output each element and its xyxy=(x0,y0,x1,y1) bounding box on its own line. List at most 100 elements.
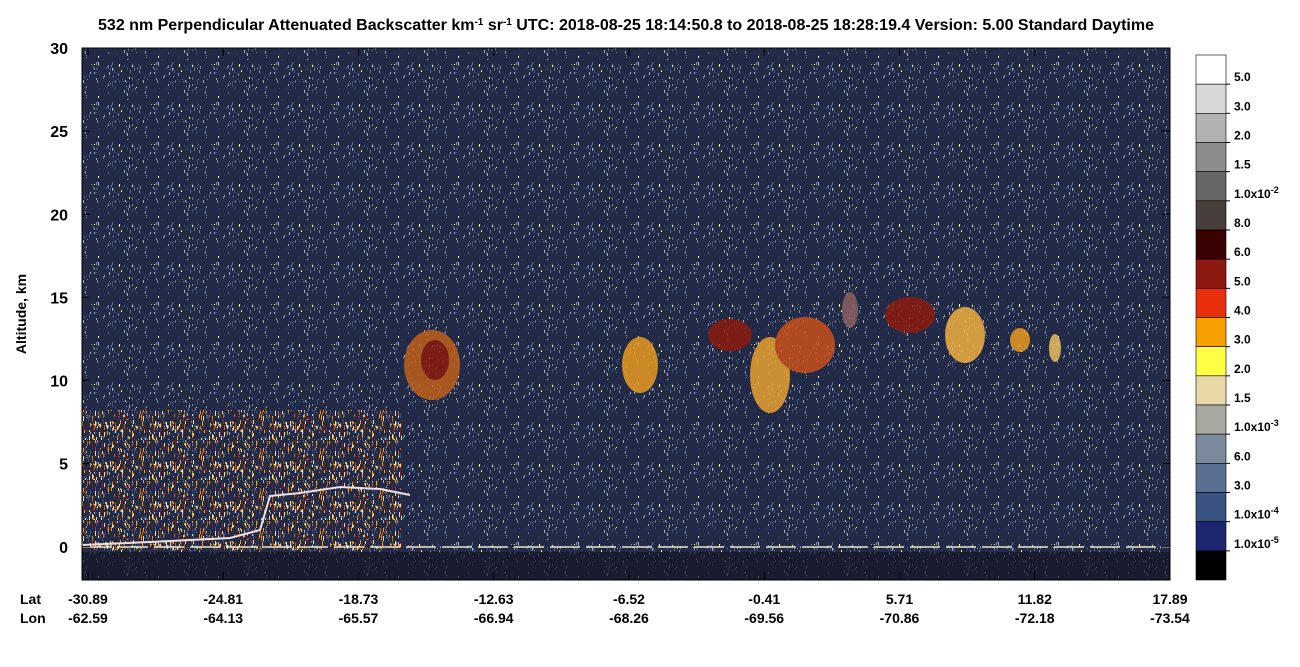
colorbar-label-text: 8.0 xyxy=(1234,216,1251,230)
colorbar: 5.03.02.01.51.0x10-28.06.05.04.03.02.01.… xyxy=(1195,54,1279,581)
x-tick-label: -69.56 xyxy=(744,610,784,626)
x-tick-label: -18.73 xyxy=(339,591,379,607)
colorbar-label-text: 1.5 xyxy=(1234,158,1251,172)
cloud xyxy=(1049,334,1061,362)
cloud xyxy=(775,317,835,373)
colorbar-swatch xyxy=(1195,346,1227,377)
x-tick-label: -65.57 xyxy=(339,610,379,626)
colorbar-label: 2.0 xyxy=(1234,129,1251,143)
x-row-name: Lon xyxy=(20,610,46,626)
y-tick-label: 15 xyxy=(50,290,68,307)
cloud xyxy=(945,307,985,363)
colorbar-label: 1.0x10-4 xyxy=(1234,506,1279,522)
colorbar-label-exponent: -2 xyxy=(1271,185,1279,195)
title-superscript: -1 xyxy=(474,17,483,28)
colorbar-label-exponent: -3 xyxy=(1271,418,1279,428)
colorbar-swatch xyxy=(1195,521,1227,552)
y-tick-label: 20 xyxy=(50,207,68,224)
subsurface xyxy=(82,552,1170,580)
x-tick-label: -70.86 xyxy=(880,610,920,626)
colorbar-swatch xyxy=(1195,83,1227,114)
colorbar-label: 2.0 xyxy=(1234,362,1251,376)
colorbar-label: 1.5 xyxy=(1234,158,1251,172)
colorbar-label: 8.0 xyxy=(1234,216,1251,230)
colorbar-label-text: 1.0x10 xyxy=(1234,508,1271,522)
colorbar-swatch xyxy=(1195,113,1227,143)
cloud-features xyxy=(404,292,1061,413)
x-tick-label: -6.52 xyxy=(613,591,645,607)
x-tick-label: -24.81 xyxy=(203,591,243,607)
colorbar-label-text: 3.0 xyxy=(1234,333,1251,347)
colorbar-label: 1.0x10-3 xyxy=(1234,418,1279,434)
colorbar-label: 6.0 xyxy=(1234,449,1251,463)
x-tick-label: -64.13 xyxy=(203,610,243,626)
y-tick-label: 0 xyxy=(59,540,68,557)
title-superscript: -1 xyxy=(503,17,512,28)
x-row-name: Lat xyxy=(20,591,41,607)
x-tick-label: 11.82 xyxy=(1018,591,1052,607)
y-tick-label: 25 xyxy=(50,124,68,141)
colorbar-label-text: 1.0x10 xyxy=(1234,187,1271,201)
colorbar-swatch xyxy=(1195,317,1227,347)
y-tick-label: 5 xyxy=(59,457,68,474)
y-axis-title: Altitude, km xyxy=(13,274,29,354)
colorbar-label: 5.0 xyxy=(1234,274,1251,288)
cloud xyxy=(708,319,752,351)
title-text: 532 nm Perpendicular Attenuated Backscat… xyxy=(98,17,474,34)
colorbar-label: 3.0 xyxy=(1234,333,1251,347)
y-tick-label: 10 xyxy=(50,374,68,391)
x-tick-label: -30.89 xyxy=(68,591,108,607)
colorbar-label-text: 2.0 xyxy=(1234,362,1251,376)
colorbar-label: 6.0 xyxy=(1234,245,1251,259)
cloud xyxy=(622,337,658,393)
colorbar-label-text: 5.0 xyxy=(1234,70,1251,84)
colorbar-label-text: 6.0 xyxy=(1234,245,1251,259)
colorbar-swatch xyxy=(1195,492,1227,522)
title-text: sr xyxy=(483,17,503,34)
x-tick-label: -72.18 xyxy=(1015,610,1055,626)
cloud xyxy=(842,292,858,328)
colorbar-label-text: 1.0x10 xyxy=(1234,537,1271,551)
x-tick-label: -0.41 xyxy=(748,591,780,607)
y-tick-label: 30 xyxy=(50,41,68,58)
colorbar-label-text: 5.0 xyxy=(1234,274,1251,288)
colorbar-swatch xyxy=(1195,433,1227,464)
colorbar-label-text: 3.0 xyxy=(1234,99,1251,113)
colorbar-swatch xyxy=(1195,258,1227,289)
colorbar-swatch xyxy=(1195,375,1227,406)
colorbar-label: 1.0x10-5 xyxy=(1234,535,1279,551)
x-tick-label: -73.54 xyxy=(1150,610,1190,626)
x-tick-label: -12.63 xyxy=(474,591,514,607)
x-tick-label: -62.59 xyxy=(68,610,108,626)
aerosol-top xyxy=(82,485,411,546)
cloud xyxy=(421,340,449,380)
colorbar-swatch xyxy=(1195,54,1227,85)
colorbar-label-text: 3.0 xyxy=(1234,479,1251,493)
colorbar-label: 1.5 xyxy=(1234,391,1251,405)
x-tick-label: 5.71 xyxy=(886,591,913,607)
colorbar-swatch xyxy=(1195,229,1227,260)
plot-area xyxy=(82,48,1170,580)
colorbar-label: 4.0 xyxy=(1234,304,1251,318)
x-tick-label: 17.89 xyxy=(1152,591,1187,607)
plot-frame xyxy=(81,47,1171,581)
colorbar-swatch xyxy=(1195,171,1227,202)
x-tick-label: -66.94 xyxy=(474,610,514,626)
colorbar-label: 3.0 xyxy=(1234,479,1251,493)
colorbar-label-text: 1.0x10 xyxy=(1234,420,1271,434)
colorbar-swatch xyxy=(1195,463,1227,493)
colorbar-label-exponent: -5 xyxy=(1271,535,1279,545)
title-text: UTC: 2018-08-25 18:14:50.8 to 2018-08-25… xyxy=(512,17,1154,34)
colorbar-swatch xyxy=(1195,404,1227,435)
cloud xyxy=(885,297,935,333)
cloud xyxy=(1010,328,1030,352)
colorbar-label-exponent: -4 xyxy=(1271,506,1279,516)
colorbar-label: 5.0 xyxy=(1234,70,1251,84)
chart-title: 532 nm Perpendicular Attenuated Backscat… xyxy=(98,17,1154,35)
colorbar-label-text: 6.0 xyxy=(1234,449,1251,463)
colorbar-label-text: 2.0 xyxy=(1234,129,1251,143)
colorbar-label-text: 1.5 xyxy=(1234,391,1251,405)
colorbar-swatch xyxy=(1195,550,1227,581)
